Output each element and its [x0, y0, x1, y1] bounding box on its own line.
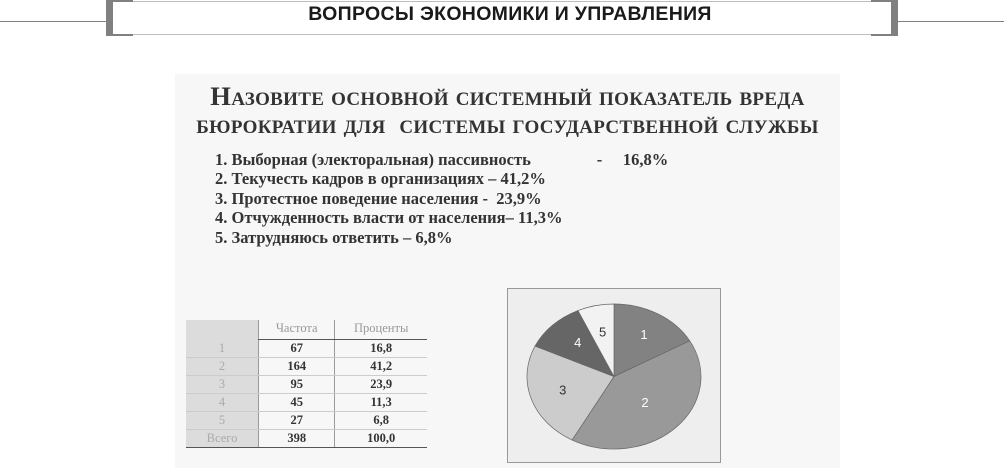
svg-text:1: 1	[640, 327, 647, 342]
svg-text:4: 4	[574, 335, 581, 350]
svg-text:2: 2	[641, 395, 648, 410]
svg-text:3: 3	[559, 383, 566, 398]
svg-text:5: 5	[599, 325, 606, 340]
